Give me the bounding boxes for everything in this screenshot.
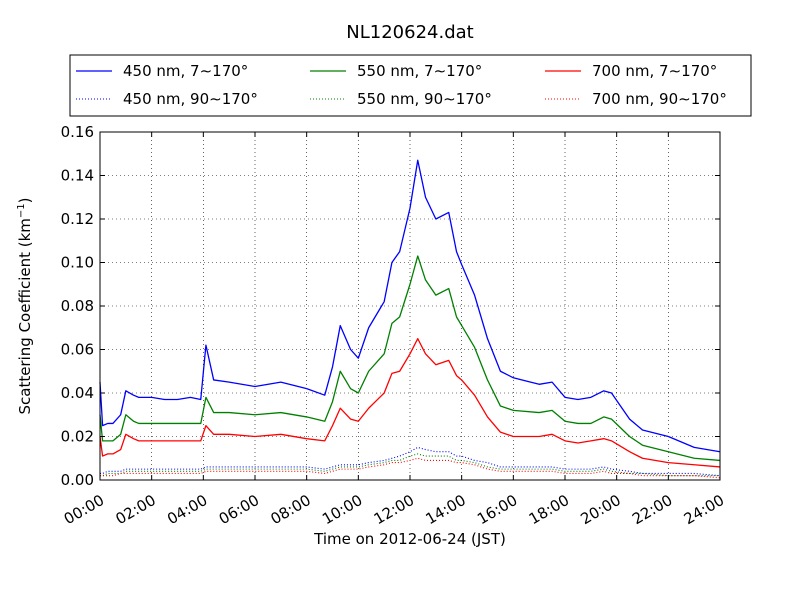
y-tick-label: 0.00: [61, 471, 94, 489]
y-tick-label: 0.16: [61, 123, 94, 141]
y-axis-label: Scattering Coefficient (km−1): [16, 197, 34, 414]
legend-label: 450 nm, 90∼170°: [123, 90, 258, 108]
y-axis-label-superscript: −1: [16, 203, 27, 218]
legend-label: 550 nm, 7∼170°: [357, 62, 482, 80]
y-tick-label: 0.06: [61, 341, 94, 359]
y-tick-label: 0.04: [61, 384, 94, 402]
series-line: [99, 159, 721, 453]
y-tick-label: 0.02: [61, 428, 94, 446]
chart-title: NL120624.dat: [346, 22, 473, 43]
y-tick-label: 0.10: [61, 254, 94, 272]
legend-label: 700 nm, 7∼170°: [592, 62, 717, 80]
legend-label: 450 nm, 7∼170°: [123, 62, 248, 80]
legend-label: 550 nm, 90∼170°: [357, 90, 492, 108]
grid: [100, 132, 720, 480]
series-line: [99, 337, 721, 468]
ticks: [99, 131, 721, 481]
series-group: [99, 159, 721, 479]
legend-label: 700 nm, 90∼170°: [592, 90, 727, 108]
y-tick-labels: 0.00 0.02 0.04 0.06 0.08 0.10 0.12 0.14 0.16: [61, 123, 94, 489]
y-axis-label-main: Scattering Coefficient (km: [16, 218, 34, 414]
series-line: [100, 453, 720, 477]
legend-box: [69, 54, 752, 117]
y-axis-label-close: ): [16, 197, 34, 203]
y-tick-label: 0.14: [61, 167, 94, 185]
y-tick-label: 0.12: [61, 210, 94, 228]
y-tick-label: 0.08: [61, 297, 94, 315]
series-line: [99, 255, 721, 462]
x-axis-label: Time on 2012-06-24 (JST): [313, 530, 506, 548]
legend: 450 nm, 7∼170° 550 nm, 7∼170° 700 nm, 7∼17…: [69, 54, 752, 117]
